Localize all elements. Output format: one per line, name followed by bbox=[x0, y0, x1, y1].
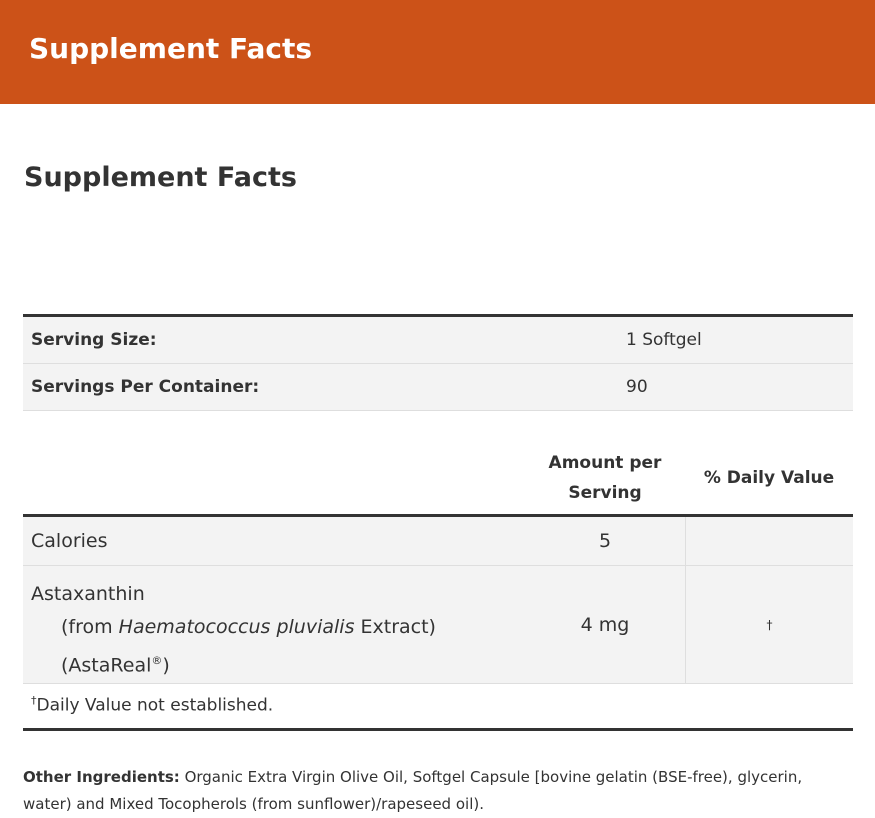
nutrient-name-cell: Astaxanthin (from Haematococcus pluviali… bbox=[23, 566, 525, 683]
servings-per-container-value: 90 bbox=[626, 377, 648, 397]
table-row: Servings Per Container: 90 bbox=[23, 364, 853, 411]
table-row: Serving Size: 1 Softgel bbox=[23, 317, 853, 364]
source-prefix: (from bbox=[61, 616, 119, 638]
daily-value-header: % Daily Value bbox=[703, 468, 835, 488]
header-title: Supplement Facts bbox=[29, 32, 313, 65]
nutrient-table-header: Amount per Serving % Daily Value bbox=[23, 442, 853, 517]
header-banner: Supplement Facts bbox=[0, 0, 875, 104]
brand-name: (AstaReal bbox=[61, 654, 152, 677]
table-row: Astaxanthin (from Haematococcus pluviali… bbox=[23, 566, 853, 684]
nutrient-name: Astaxanthin bbox=[31, 583, 145, 605]
footnote: †Daily Value not established. bbox=[23, 684, 853, 731]
serving-size-label: Serving Size: bbox=[31, 330, 157, 350]
nutrient-name: Calories bbox=[31, 530, 108, 552]
nutrient-amount: 4 mg bbox=[580, 613, 630, 636]
nutrient-dv bbox=[685, 517, 853, 565]
other-ingredients-label: Other Ingredients: bbox=[23, 768, 180, 786]
nutrient-brand: (AstaReal®) bbox=[31, 644, 525, 682]
nutrient-source: (from Haematococcus pluvialis Extract) bbox=[31, 611, 525, 644]
amount-per-serving-header: Amount per Serving bbox=[548, 453, 662, 503]
serving-size-value: 1 Softgel bbox=[626, 330, 702, 350]
servings-per-container-label: Servings Per Container: bbox=[31, 377, 260, 397]
registered-mark: ® bbox=[151, 654, 163, 667]
section-title: Supplement Facts bbox=[24, 162, 297, 193]
source-species: Haematococcus pluvialis bbox=[118, 616, 355, 638]
brand-close: ) bbox=[162, 654, 170, 677]
source-suffix: Extract) bbox=[354, 616, 436, 638]
nutrient-amount: 5 bbox=[598, 530, 612, 552]
footnote-text: Daily Value not established. bbox=[36, 695, 274, 716]
footnote-mark: † bbox=[31, 694, 37, 707]
table-row: Calories 5 bbox=[23, 517, 853, 566]
other-ingredients: Other Ingredients: Organic Extra Virgin … bbox=[23, 764, 843, 818]
nutrient-table: Amount per Serving % Daily Value Calorie… bbox=[23, 442, 853, 731]
nutrient-dv: † bbox=[685, 566, 853, 683]
serving-info-table: Serving Size: 1 Softgel Servings Per Con… bbox=[23, 314, 853, 411]
